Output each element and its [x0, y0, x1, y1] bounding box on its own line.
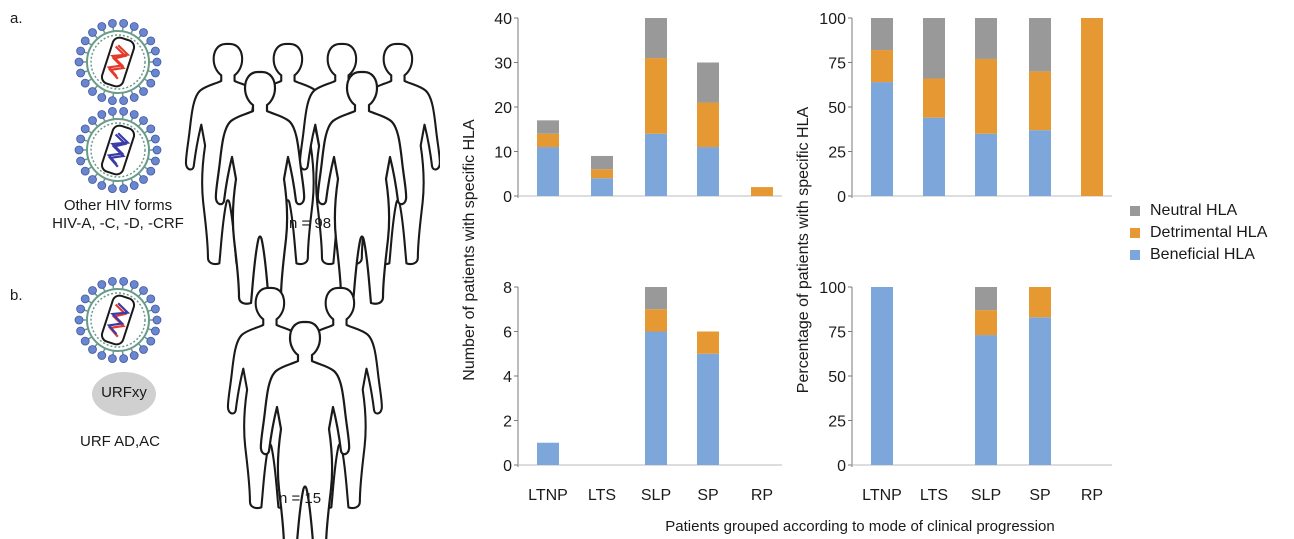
bar-segment-detrimental-sp [697, 331, 719, 354]
bar-segment-neutral-ltnp [537, 120, 559, 134]
y-tick-label: 25 [828, 145, 846, 162]
bar-segment-beneficial-slp [975, 133, 997, 196]
y-tick-label: 75 [828, 325, 846, 342]
bar-segment-beneficial-ltnp [537, 147, 559, 196]
virus-caption-line2: HIV-A, -C, -D, -CRF [52, 215, 184, 232]
bar-segment-beneficial-slp [975, 335, 997, 465]
y-tick-label: 0 [837, 458, 846, 475]
bar-segment-detrimental-lts [591, 169, 613, 179]
chart-b-percent: 0 25 50 75 100 LTNP LTS SLP SP RP [819, 280, 1112, 504]
bar-segment-neutral-slp [645, 18, 667, 59]
y-tick-label: 100 [819, 280, 846, 297]
legend-swatch-neutral [1130, 206, 1140, 216]
bar-segment-detrimental-slp [975, 310, 997, 336]
y-tick-label: 50 [828, 369, 846, 386]
x-tick-label: LTNP [528, 487, 568, 504]
x-tick-label: LTNP [862, 487, 902, 504]
bar-segment-beneficial-sp [1029, 317, 1051, 465]
virus-particle-red [74, 19, 162, 105]
y-tick-label: 8 [503, 280, 512, 297]
bar-segment-neutral-sp [697, 62, 719, 103]
bar-segment-detrimental-lts [923, 78, 945, 118]
y-tick-label: 0 [503, 189, 512, 206]
bar-segment-detrimental-sp [1029, 71, 1051, 131]
virus-particle-blue [74, 107, 162, 193]
y-tick-label: 75 [828, 56, 846, 73]
bar-segment-beneficial-ltnp [871, 82, 893, 196]
bar-segment-neutral-slp [975, 287, 997, 311]
x-tick-label: LTS [920, 487, 948, 504]
bar-segment-neutral-slp [975, 18, 997, 59]
bar-segment-detrimental-sp [697, 102, 719, 148]
x-tick-label: SP [697, 487, 718, 504]
chart-a-percent: 0 25 50 75 100 [819, 11, 1112, 206]
bar-segment-detrimental-rp [751, 187, 773, 196]
x-tick-label: RP [751, 487, 773, 504]
bar-segment-neutral-ltnp [871, 18, 893, 51]
bar-segment-detrimental-slp [975, 58, 997, 134]
legend-swatch-detrimental [1130, 228, 1140, 238]
chart-a-count: 0 10 20 30 40 [494, 11, 782, 206]
sample-size-a: n = 98 [288, 215, 332, 232]
virus-caption-b: URF AD,AC [79, 433, 161, 450]
legend-label-detrimental: Detrimental HLA [1150, 224, 1268, 241]
y-tick-label: 50 [828, 100, 846, 117]
legend-label-neutral: Neutral HLA [1150, 202, 1238, 219]
bar-segment-beneficial-ltnp [871, 287, 893, 465]
y-axis-label-percent: Percentage of patients with specific HLA [795, 106, 812, 393]
legend-item-detrimental: Detrimental HLA [1130, 224, 1267, 242]
bar-segment-detrimental-ltnp [871, 50, 893, 83]
urf-badge [92, 372, 156, 416]
bar-segment-detrimental-ltnp [537, 133, 559, 148]
bar-segment-neutral-slp [645, 287, 667, 310]
bar-segment-beneficial-ltnp [537, 442, 559, 465]
x-axis-label: Patients grouped according to mode of cl… [665, 518, 1054, 535]
y-tick-label: 0 [837, 189, 846, 206]
bar-segment-detrimental-slp [645, 58, 667, 134]
y-tick-label: 25 [828, 414, 846, 431]
y-tick-label: 40 [494, 11, 512, 28]
x-tick-label: SP [1029, 487, 1050, 504]
chart-b-count: 0 2 4 6 8 LTNP LTS SLP SP RP [503, 280, 782, 504]
bar-segment-neutral-sp [1029, 18, 1051, 72]
x-tick-label: RP [1081, 487, 1103, 504]
panel-b-letter: b. [10, 287, 23, 304]
y-tick-label: 20 [494, 100, 512, 117]
y-tick-label: 0 [503, 458, 512, 475]
x-tick-label: LTS [588, 487, 616, 504]
bar-segment-detrimental-rp [1081, 18, 1103, 196]
legend-label-beneficial: Beneficial HLA [1150, 246, 1255, 263]
bar-segment-detrimental-sp [1029, 287, 1051, 318]
y-tick-label: 30 [494, 56, 512, 73]
bar-segment-beneficial-sp [697, 353, 719, 465]
bar-segment-beneficial-lts [923, 117, 945, 196]
legend-swatch-beneficial [1130, 250, 1140, 260]
y-tick-label: 6 [503, 325, 512, 342]
panel-a-letter: a. [10, 10, 23, 27]
legend-item-beneficial: Beneficial HLA [1130, 246, 1255, 264]
y-tick-label: 2 [503, 414, 512, 431]
bar-segment-beneficial-lts [591, 178, 613, 196]
y-axis-label-counts: Number of patients with specific HLA [461, 119, 478, 381]
x-tick-label: SLP [971, 487, 1001, 504]
sample-size-b: n = 15 [278, 490, 322, 507]
bar-segment-beneficial-slp [645, 331, 667, 465]
x-tick-label: SLP [641, 487, 671, 504]
illustration-graphic [74, 19, 440, 539]
y-tick-label: 4 [503, 369, 512, 386]
y-tick-label: 100 [819, 11, 846, 28]
bar-segment-beneficial-slp [645, 133, 667, 196]
bar-segment-neutral-lts [923, 18, 945, 79]
bar-segment-beneficial-sp [1029, 130, 1051, 196]
bar-segment-neutral-lts [591, 155, 613, 170]
virus-caption-line1: Other HIV forms [63, 197, 173, 214]
bar-segment-detrimental-slp [645, 309, 667, 332]
legend-item-neutral: Neutral HLA [1130, 202, 1237, 220]
urf-badge-label: URFxy [101, 384, 147, 401]
bar-segment-beneficial-sp [697, 147, 719, 196]
y-tick-label: 10 [494, 145, 512, 162]
virus-particle-urf [74, 277, 162, 363]
